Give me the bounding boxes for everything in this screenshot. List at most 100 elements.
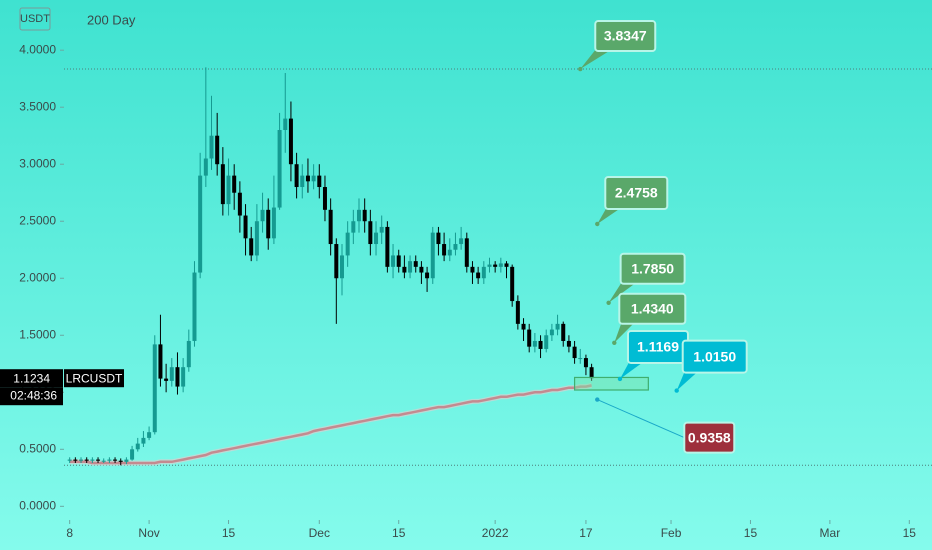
callout-point bbox=[578, 66, 583, 72]
callout-label: 1.7850 bbox=[631, 260, 674, 276]
candle-body bbox=[107, 459, 112, 461]
candle-body bbox=[260, 209, 265, 222]
candle-body bbox=[192, 272, 197, 341]
candle-body bbox=[385, 226, 390, 267]
candles-layer bbox=[67, 67, 594, 466]
callout-label: 0.9358 bbox=[688, 429, 731, 445]
candle-body bbox=[67, 459, 72, 461]
callout-label: 1.0150 bbox=[693, 348, 736, 364]
candle-body bbox=[243, 215, 248, 239]
legend-entry: 200 Day bbox=[87, 12, 136, 27]
candle-body bbox=[374, 232, 379, 245]
candle-body bbox=[152, 344, 157, 433]
candle-body bbox=[113, 459, 118, 461]
candle-body bbox=[538, 340, 543, 349]
candle-body bbox=[549, 329, 554, 336]
candle-body bbox=[73, 459, 78, 461]
candle-body bbox=[504, 263, 509, 267]
candle-body bbox=[419, 266, 424, 273]
y-tick-label: 1.5000 bbox=[19, 327, 56, 341]
tag-layer: 1.1234 02:48:36 LRCUSDT bbox=[0, 369, 124, 406]
candle-body bbox=[90, 459, 95, 461]
candle-body bbox=[209, 135, 214, 159]
candle-body bbox=[266, 209, 271, 239]
countdown-label: 02:48:36 bbox=[10, 388, 57, 402]
candle-body bbox=[402, 266, 407, 273]
x-tick-label: Nov bbox=[138, 526, 159, 540]
currency-box bbox=[19, 7, 51, 31]
candle-body bbox=[447, 249, 452, 256]
candle-body bbox=[430, 232, 435, 279]
candle-body bbox=[135, 443, 140, 450]
currency-label: USDT bbox=[20, 13, 50, 25]
candle-body bbox=[317, 175, 322, 188]
candle-body bbox=[220, 164, 225, 205]
candle-body bbox=[362, 209, 367, 222]
ma-layer bbox=[69, 382, 593, 466]
callout-box bbox=[604, 175, 669, 210]
candle-body bbox=[147, 432, 152, 438]
callout-label: 1.4340 bbox=[631, 300, 674, 316]
candle-body bbox=[532, 340, 537, 347]
candle-body bbox=[118, 460, 123, 462]
callout-box bbox=[619, 252, 686, 285]
candle-body bbox=[425, 272, 430, 279]
candle-body bbox=[368, 221, 373, 245]
candle-body bbox=[345, 232, 350, 256]
candle-body bbox=[300, 175, 305, 188]
y-tick-label: 4.0000 bbox=[19, 42, 56, 56]
callout-point bbox=[606, 300, 611, 305]
candle-body bbox=[130, 449, 135, 460]
candle-body bbox=[101, 460, 106, 462]
callout-point bbox=[595, 397, 600, 402]
candle-body bbox=[442, 244, 447, 256]
candle-body bbox=[391, 255, 396, 267]
symbol-label: LRCUSDT bbox=[66, 371, 123, 385]
x-tick-label: 2022 bbox=[482, 526, 509, 540]
grid-layer: 0.00000.50001.00001.50002.00002.50003.00… bbox=[19, 42, 932, 540]
candle-body bbox=[578, 358, 583, 360]
y-tick-label: 0.0000 bbox=[19, 498, 56, 512]
candle-body bbox=[294, 164, 299, 188]
candle-body bbox=[544, 335, 549, 349]
candle-body bbox=[79, 459, 84, 461]
ma-line bbox=[69, 384, 592, 465]
y-tick-label: 2.5000 bbox=[19, 213, 56, 227]
countdown-tag bbox=[0, 387, 63, 406]
candle-body bbox=[237, 192, 242, 216]
x-tick-label: 8 bbox=[66, 526, 73, 540]
candle-body bbox=[305, 175, 310, 182]
candle-body bbox=[555, 323, 560, 330]
candle-body bbox=[198, 175, 203, 273]
callout-point bbox=[595, 221, 600, 227]
candle-body bbox=[226, 175, 231, 205]
candle-body bbox=[334, 244, 339, 279]
candle-body bbox=[96, 459, 101, 461]
x-tick-label: 17 bbox=[579, 526, 593, 540]
callout-box bbox=[681, 339, 748, 374]
candle-body bbox=[141, 437, 146, 444]
candle-body bbox=[527, 329, 532, 347]
candle-body bbox=[510, 266, 515, 302]
candle-body bbox=[566, 340, 571, 347]
annotation-layer: 3.8347 2.4758 1.7850 1.4340 1.1169 1.0150 0.93… bbox=[573, 20, 748, 454]
candle-body bbox=[186, 340, 191, 368]
candle-body bbox=[493, 264, 498, 267]
x-tick-label: 15 bbox=[392, 526, 406, 540]
candle-body bbox=[311, 175, 316, 182]
candle-body bbox=[561, 323, 566, 341]
candle-body bbox=[464, 238, 469, 267]
callout-box bbox=[594, 20, 657, 53]
callout-point bbox=[617, 376, 623, 382]
candle-body bbox=[396, 255, 401, 267]
callout-point bbox=[612, 340, 617, 345]
price-tag bbox=[0, 369, 63, 388]
price-label: 1.1234 bbox=[13, 371, 50, 385]
candle-body bbox=[181, 367, 186, 387]
candle-body bbox=[232, 175, 237, 193]
candle-body bbox=[521, 323, 526, 330]
candle-body bbox=[453, 244, 458, 250]
candle-body bbox=[124, 459, 129, 462]
candle-body bbox=[583, 358, 588, 368]
